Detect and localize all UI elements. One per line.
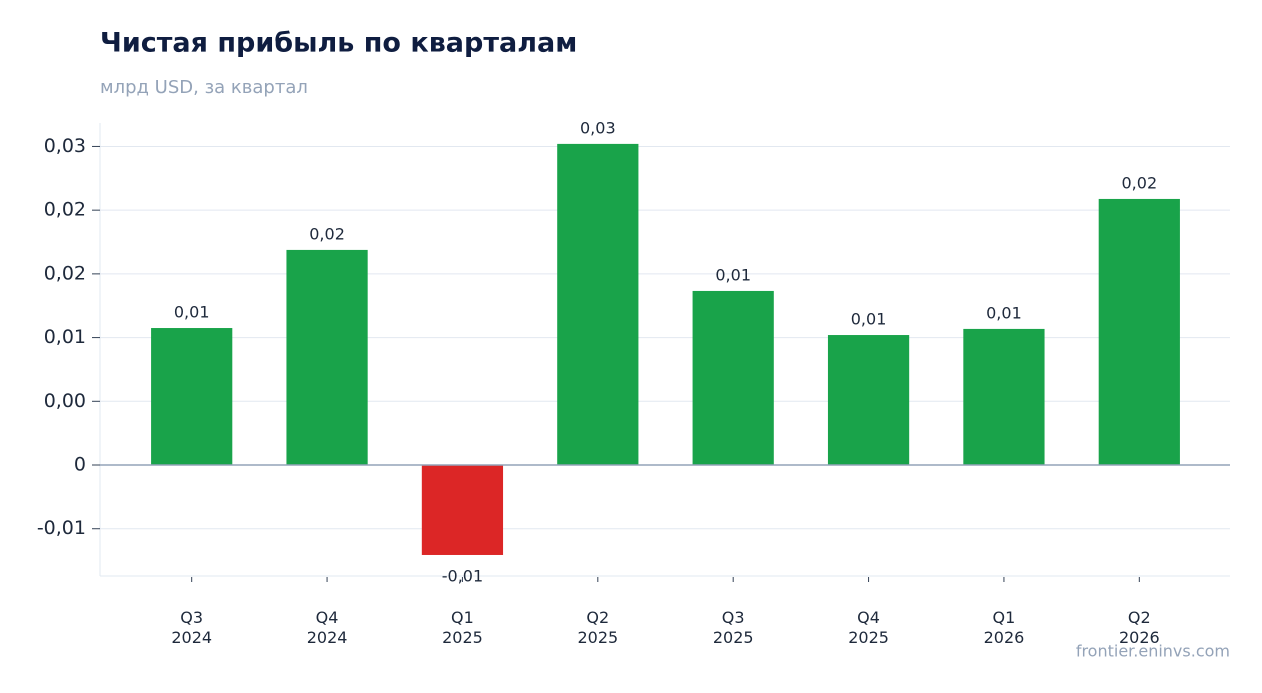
x-tick-label: Q4 2024 xyxy=(306,608,348,647)
x-tick-label: Q3 2024 xyxy=(171,608,213,647)
y-tick-label: 0,01 xyxy=(44,326,86,348)
data-label: 0,02 xyxy=(1122,173,1158,192)
bar xyxy=(286,249,368,466)
x-tick-label: Q2 2025 xyxy=(577,608,619,647)
x-tick-label: Q1 2025 xyxy=(442,608,483,647)
x-tick-label: Q1 2026 xyxy=(983,608,1025,647)
data-label: 0,01 xyxy=(174,303,210,322)
y-tick-label: 0,02 xyxy=(44,199,86,221)
y-tick-label: -0,01 xyxy=(37,517,86,539)
data-label: 0,01 xyxy=(715,265,751,284)
y-tick-label: 0,03 xyxy=(44,135,86,157)
data-label: 0,03 xyxy=(580,118,616,137)
data-label: 0,02 xyxy=(309,224,345,243)
chart-title: Чистая прибыль по кварталам xyxy=(100,28,577,59)
y-tick-label: 0 xyxy=(74,454,86,476)
data-label: 0,01 xyxy=(986,303,1022,322)
y-tick-label: 0,02 xyxy=(44,262,86,284)
x-tick-label: Q2 2026 xyxy=(1118,608,1160,647)
bar xyxy=(692,290,774,466)
x-tick-label: Q4 2025 xyxy=(848,608,889,647)
y-tick-label: 0,00 xyxy=(44,390,86,412)
chart-subtitle: млрд USD, за квартал xyxy=(100,77,308,98)
bar xyxy=(963,328,1045,466)
data-label: 0,01 xyxy=(851,310,887,329)
bar xyxy=(557,143,639,466)
x-tick-label: Q3 2025 xyxy=(712,608,754,647)
data-label: -0,01 xyxy=(442,566,483,585)
bar xyxy=(151,328,233,466)
bar xyxy=(1098,198,1180,466)
source: frontier.eninvs.com xyxy=(1076,642,1230,661)
bar xyxy=(827,335,910,466)
bar xyxy=(421,465,504,555)
